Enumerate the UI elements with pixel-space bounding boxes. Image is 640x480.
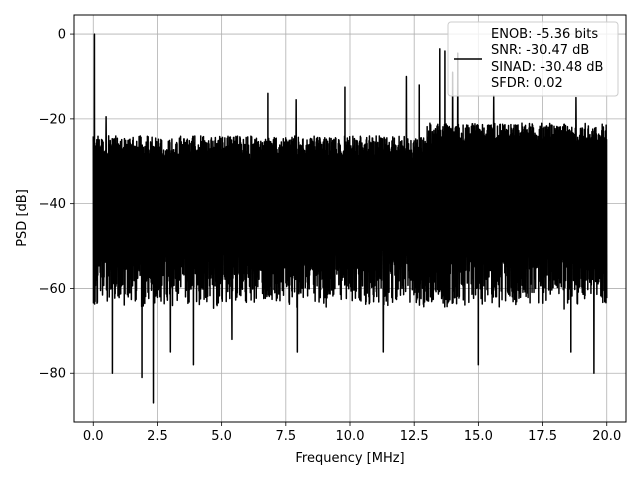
x-tick-label: 15.0 xyxy=(464,429,493,444)
y-tick-label: 0 xyxy=(58,28,66,43)
x-tick-label: 5.0 xyxy=(211,429,232,444)
x-axis-ticks: 0.0 2.5 5.0 7.5 10.0 12.5 15.0 17.5 20.0 xyxy=(83,422,621,444)
psd-series-line xyxy=(92,33,608,404)
legend-entry-sfdr: SFDR: 0.02 xyxy=(491,76,563,91)
x-tick-label: 12.5 xyxy=(400,429,429,444)
x-tick-label: 2.5 xyxy=(147,429,168,444)
y-tick-label: −80 xyxy=(39,367,66,382)
x-tick-label: 7.5 xyxy=(275,429,296,444)
legend: ENOB: -5.36 bits SNR: -30.47 dB SINAD: -… xyxy=(447,21,619,97)
x-tick-label: 0.0 xyxy=(83,429,104,444)
legend-entry-sinad: SINAD: -30.48 dB xyxy=(491,60,603,75)
y-tick-label: −20 xyxy=(39,112,66,127)
series-group xyxy=(92,33,608,404)
legend-box xyxy=(447,21,619,97)
legend-entry-enob: ENOB: -5.36 bits xyxy=(491,27,598,42)
x-axis-label: Frequency [MHz] xyxy=(295,451,404,466)
y-axis-label: PSD [dB] xyxy=(15,189,30,247)
x-tick-label: 20.0 xyxy=(592,429,621,444)
x-tick-label: 17.5 xyxy=(528,429,557,444)
y-tick-label: −40 xyxy=(39,197,66,212)
x-tick-label: 10.0 xyxy=(336,429,365,444)
y-axis-ticks: 0 −20 −40 −60 −80 xyxy=(39,28,74,382)
legend-entry-snr: SNR: -30.47 dB xyxy=(491,43,589,58)
y-tick-label: −60 xyxy=(39,282,66,297)
